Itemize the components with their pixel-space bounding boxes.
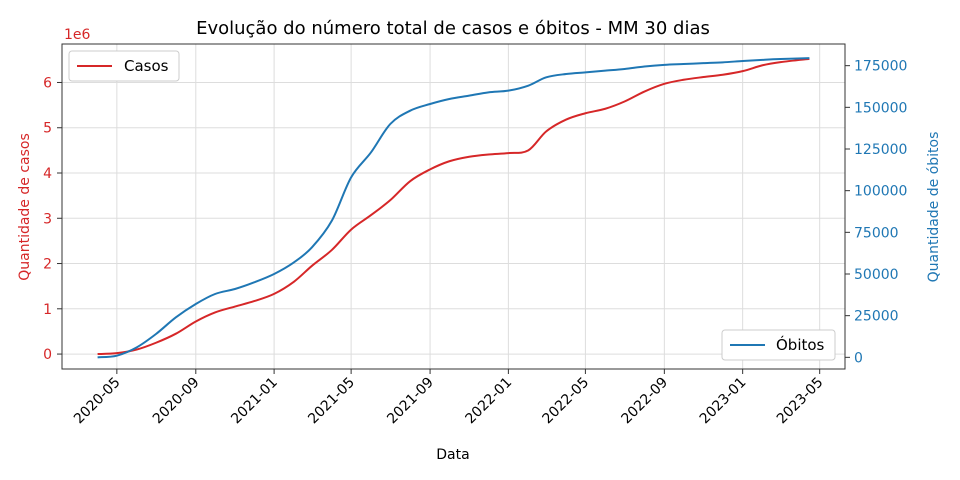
grid (62, 44, 845, 369)
right-axis-label: Quantidade de óbitos (926, 132, 942, 283)
right-tick-label: 50000 (854, 267, 899, 283)
legend-obitos-box (721, 329, 836, 361)
right-tick-label: 150000 (854, 100, 907, 116)
legend-obitos-label: Óbitos (776, 335, 825, 354)
left-axis-ticks: 0 1 2 3 4 5 6 (43, 75, 62, 363)
chart-title: Evolução do número total de casos e óbit… (196, 18, 710, 39)
left-axis-label: Quantidade de casos (17, 133, 33, 281)
legend-obitos: Óbitos (721, 329, 836, 361)
left-tick-label: 1 (43, 302, 52, 318)
series-line-casos (97, 57, 810, 356)
left-tick-label: 2 (43, 257, 52, 273)
left-tick-label: 4 (43, 166, 52, 182)
left-tick-label: 3 (43, 211, 52, 227)
left-axis-offset-text: 1e6 (64, 27, 91, 43)
left-tick-label: 0 (43, 347, 52, 363)
right-axis-ticks: 0 25000 50000 75000 100000 125000 150000 175000 (845, 59, 907, 366)
right-tick-label: 100000 (854, 184, 907, 200)
right-tick-label: 75000 (854, 225, 899, 241)
series-line-obitos (97, 57, 810, 359)
right-tick-label: 125000 (854, 142, 907, 158)
plot-frame (61, 43, 846, 370)
right-tick-label: 25000 (854, 309, 899, 325)
left-tick-label: 6 (43, 75, 52, 91)
legend-casos: Casos (68, 50, 180, 82)
legend-casos-box (68, 50, 180, 82)
legend-casos-label: Casos (124, 57, 169, 75)
left-tick-label: 5 (43, 121, 52, 137)
x-axis-label: Data (436, 447, 469, 463)
right-tick-label: 0 (854, 350, 863, 366)
right-tick-label: 175000 (854, 59, 907, 75)
series-lines (97, 57, 810, 359)
